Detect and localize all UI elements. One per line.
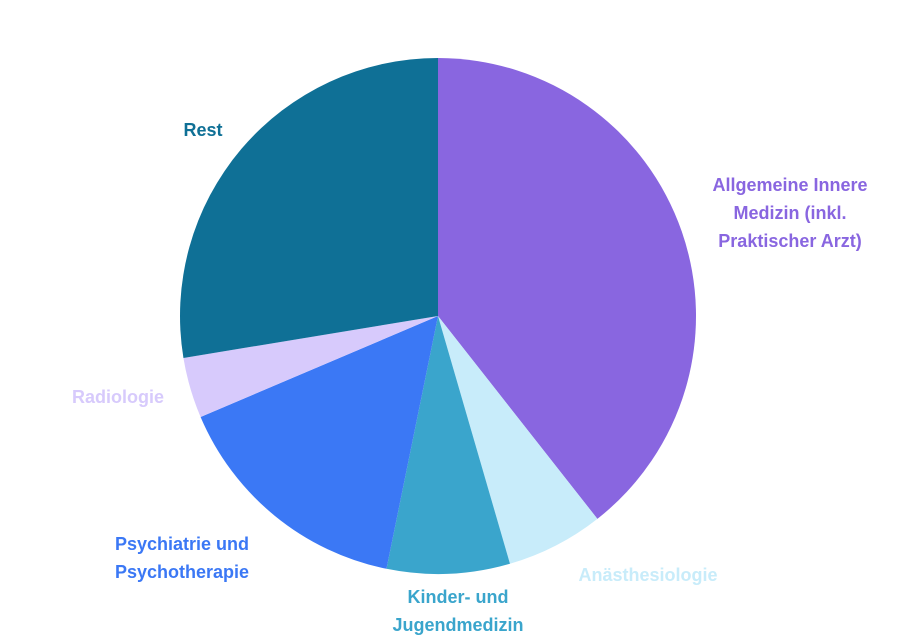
pie-slice xyxy=(438,58,696,519)
slice-label: Psychiatrie und Psychotherapie xyxy=(114,534,250,582)
pie-slice xyxy=(180,58,438,358)
slice-label: Anästhesiologie xyxy=(578,565,718,585)
slice-label: Kinder- und Jugendmedizin xyxy=(392,587,524,635)
pie-slice xyxy=(183,316,438,417)
pie-slice xyxy=(438,316,598,564)
pie-slice xyxy=(200,316,438,569)
pie-slice xyxy=(386,316,510,574)
slice-label: Radiologie xyxy=(71,387,164,407)
slice-label: Allgemeine Innere Medizin (inkl. Praktis… xyxy=(712,175,868,251)
slice-label: Rest xyxy=(183,120,223,140)
